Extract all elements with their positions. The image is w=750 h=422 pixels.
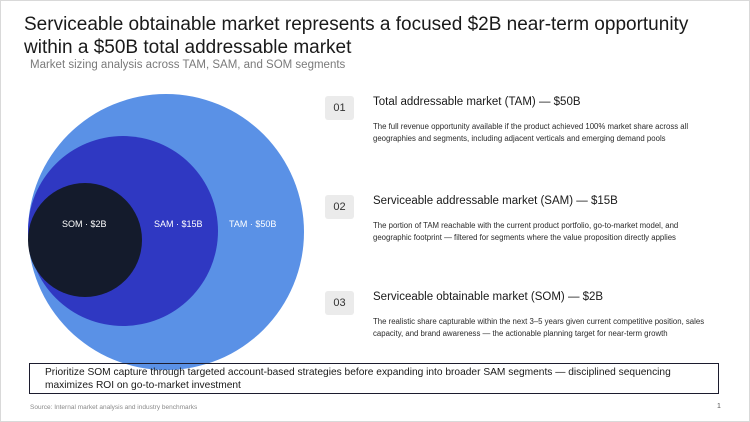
slide-subtitle: Market sizing analysis across TAM, SAM, … [30, 59, 346, 71]
item-description: The full revenue opportunity available i… [373, 122, 689, 143]
item-number-badge: 03 [325, 291, 354, 315]
item-description: The realistic share capturable within th… [373, 317, 705, 338]
item-description: The portion of TAM reachable with the cu… [373, 221, 679, 242]
callout-text: Prioritize SOM capture through targeted … [45, 367, 671, 391]
tam-label: TAM · $50B [229, 219, 277, 229]
slide-title: Serviceable obtainable market represents… [24, 14, 689, 58]
source-note: Source: Internal market analysis and ind… [30, 404, 198, 411]
key-takeaway-callout: Prioritize SOM capture through targeted … [29, 363, 719, 394]
som-circle [28, 183, 142, 297]
market-size-diagram: SOM · $2B SAM · $15B TAM · $50B [0, 0, 310, 370]
item-number-badge: 02 [325, 195, 354, 219]
sam-label: SAM · $15B [154, 219, 203, 229]
item-heading: Total addressable market (TAM) — $50B [373, 96, 581, 108]
item-number-badge: 01 [325, 96, 354, 120]
som-label: SOM · $2B [62, 219, 107, 229]
page-number: 1 [717, 403, 721, 410]
item-heading: Serviceable addressable market (SAM) — $… [373, 195, 618, 207]
item-heading: Serviceable obtainable market (SOM) — $2… [373, 291, 604, 303]
